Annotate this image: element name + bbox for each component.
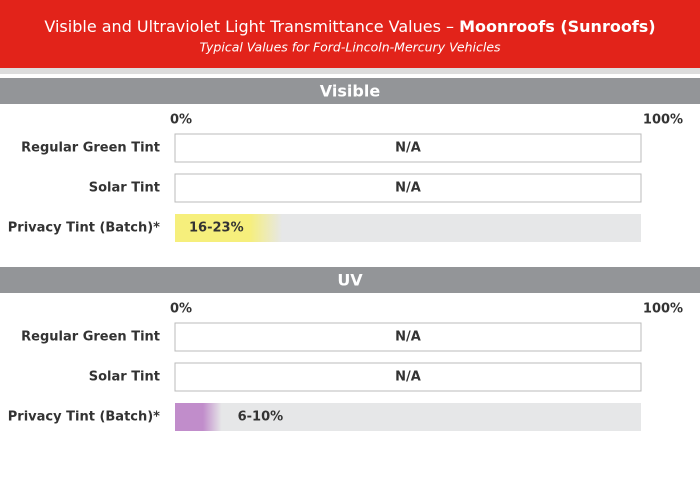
category-label: Privacy Tint (Batch)* [8, 410, 160, 425]
page-title: Visible and Ultraviolet Light Transmitta… [44, 17, 655, 36]
value-label: 6-10% [238, 410, 284, 425]
bar-track [175, 403, 641, 431]
x-tick-label: 0% [170, 302, 192, 317]
category-label: Regular Green Tint [21, 330, 160, 345]
na-box [174, 133, 642, 163]
na-box [174, 173, 642, 203]
header-band [0, 0, 700, 68]
range-bar [175, 403, 222, 431]
x-tick-label: 100% [643, 302, 683, 317]
section-title: Visible [320, 82, 381, 101]
section-band [0, 78, 700, 104]
x-tick-label: 100% [643, 113, 683, 128]
value-label: N/A [395, 181, 421, 196]
page-subtitle: Typical Values for Ford-Lincoln-Mercury … [199, 40, 501, 55]
category-label: Solar Tint [89, 370, 160, 385]
header-shadow [0, 68, 700, 74]
title-text: Visible and Ultraviolet Light Transmitta… [44, 17, 454, 36]
x-tick-label: 0% [170, 113, 192, 128]
category-label: Regular Green Tint [21, 141, 160, 156]
category-label: Solar Tint [89, 181, 160, 196]
value-label: 16-23% [189, 221, 244, 236]
category-label: Privacy Tint (Batch)* [8, 221, 160, 236]
value-label: N/A [395, 330, 421, 345]
section-band [0, 267, 700, 293]
value-label: N/A [395, 141, 421, 156]
na-box [174, 362, 642, 392]
section-title: UV [337, 271, 363, 290]
title-emphasis: Moonroofs (Sunroofs) [459, 17, 656, 36]
na-box [174, 322, 642, 352]
value-label: N/A [395, 370, 421, 385]
range-bar [175, 214, 283, 242]
